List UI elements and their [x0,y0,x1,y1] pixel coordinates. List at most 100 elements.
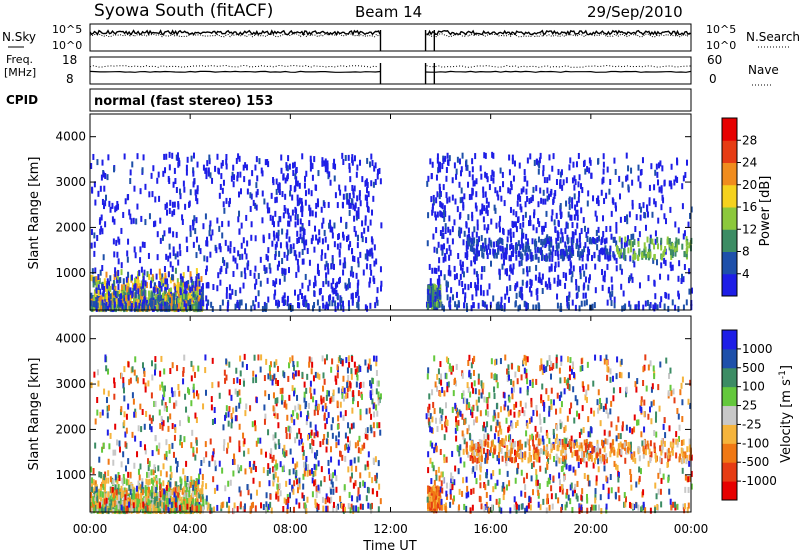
echo-cell [192,224,195,231]
echo-cell [374,302,377,309]
echo-cell [150,500,153,507]
echo-cell [635,502,638,509]
echo-cell [346,198,349,205]
echo-cell [254,265,257,272]
echo-cell [555,212,558,219]
echo-cell [303,244,306,251]
echo-cell [478,236,481,243]
echo-cell [353,215,356,222]
echo-cell [545,210,548,217]
echo-cell [200,460,203,467]
echo-cell [118,294,121,301]
echo-cell [501,171,504,178]
echo-cell [552,245,555,252]
echo-cell [480,273,483,280]
echo-cell [648,184,651,191]
echo-cell [191,504,194,511]
echo-cell [164,286,167,293]
echo-cell [375,296,378,303]
echo-cell [610,300,613,307]
echo-cell [323,229,326,236]
echo-cell [548,244,551,251]
echo-cell [269,267,272,274]
echo-cell [212,448,215,455]
echo-cell [575,279,578,286]
echo-cell [306,467,309,474]
echo-cell [127,194,130,201]
echo-cell [313,282,316,289]
echo-cell [586,166,589,173]
echo-cell [145,282,148,289]
echo-cell [223,207,226,214]
echo-cell [669,245,672,252]
echo-cell [483,246,486,253]
echo-cell [275,241,278,248]
echo-cell [244,162,247,169]
echo-cell [186,284,189,291]
echo-cell [265,507,268,514]
echo-cell [210,234,213,241]
echo-cell [579,266,582,273]
echo-cell [114,487,117,494]
echo-cell [144,280,147,287]
echo-cell [453,219,456,226]
echo-cell [685,247,688,254]
echo-cell [552,197,555,204]
echo-cell [94,504,97,511]
echo-cell [355,272,358,279]
echo-cell [357,261,360,268]
echo-cell [294,289,297,296]
echo-cell [466,398,469,405]
echo-cell [470,260,473,267]
echo-cell [514,221,517,228]
echo-cell [263,198,266,205]
echo-cell [364,464,367,471]
echo-cell [522,232,525,239]
echo-cell [664,246,667,253]
echo-cell [218,243,221,250]
noise-left-tick-top: 10^5 [52,23,82,36]
echo-cell [623,253,626,260]
echo-cell [304,199,307,206]
echo-cell [548,241,551,248]
echo-cell [294,221,297,228]
echo-cell [298,477,301,484]
echo-cell [646,236,649,243]
echo-cell [314,498,317,505]
echo-cell [229,241,232,248]
echo-cell [541,225,544,232]
echo-cell [313,290,316,297]
echo-cell [130,485,133,492]
echo-cell [112,305,115,312]
echo-cell [178,504,181,511]
echo-cell [367,225,370,232]
echo-cell [488,392,491,399]
echo-cell [322,396,325,403]
echo-cell [544,242,547,249]
echo-cell [342,305,345,312]
echo-cell [533,212,536,219]
echo-cell [152,507,155,514]
echo-cell [201,484,204,491]
echo-cell [193,294,196,301]
echo-cell [164,295,167,302]
echo-cell [526,385,529,392]
echo-cell [471,504,474,511]
echo-cell [465,159,468,166]
echo-cell [181,276,184,283]
echo-cell [433,267,436,274]
echo-cell [566,295,569,302]
echo-cell [269,214,272,221]
echo-cell [649,234,652,241]
echo-cell [99,269,102,276]
echo-cell [380,222,383,229]
echo-cell [205,269,208,276]
echo-cell [611,197,614,204]
echo-cell [202,164,205,171]
echo-cell [140,496,143,503]
echo-cell [188,491,191,498]
echo-cell [313,156,316,163]
echo-cell [442,157,445,164]
echo-cell [187,265,190,272]
echo-cell [436,211,439,218]
